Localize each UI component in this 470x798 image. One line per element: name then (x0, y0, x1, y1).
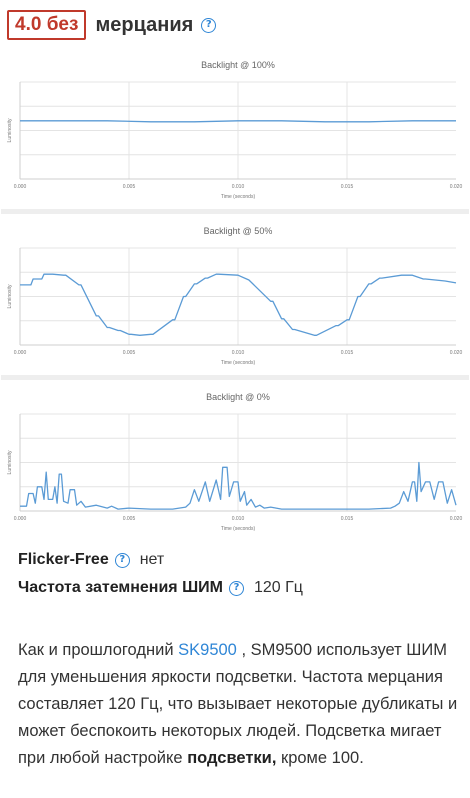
flicker-charts: Backlight @ 100% Luminosity 0.000 0.005 0.01… (1, 48, 469, 541)
x-tick-label: 0.000 (14, 350, 27, 356)
paragraph-text: , SM9500 использует ШИМ для уменьшения я… (18, 640, 458, 767)
chart-title: Backlight @ 0% (206, 392, 270, 402)
x-tick-label: 0.005 (123, 184, 136, 190)
x-tick-label: 0.000 (14, 516, 27, 522)
x-axis-label: Time (seconds) (221, 526, 256, 532)
spec-flicker-free: Flicker-Free ? нет (18, 546, 458, 574)
x-tick-label: 0.000 (14, 184, 27, 190)
series-line (20, 120, 456, 123)
question-circle-icon[interactable]: ? (114, 552, 130, 568)
spec-pwm-frequency: Частота затемнения ШИМ ? 120 Гц (18, 574, 458, 602)
series-line (20, 273, 457, 336)
x-axis-label: Time (seconds) (221, 360, 256, 366)
x-tick-label: 0.010 (232, 184, 245, 190)
chart-backlight-0: Backlight @ 0% Luminosity 0.000 0.005 0.010 0… (7, 392, 463, 532)
header: 4.0 без мерцания ? (7, 9, 217, 41)
y-axis-label: Luminosity (7, 284, 13, 308)
sk9500-link[interactable]: SK9500 (178, 640, 237, 659)
section-title: мерцания (95, 13, 194, 36)
x-tick-label: 0.010 (232, 516, 245, 522)
x-tick-label: 0.015 (341, 184, 354, 190)
paragraph-text: кроме 100. (276, 748, 364, 767)
flicker-specs: Flicker-Free ? нет Частота затемнения ШИ… (18, 546, 458, 602)
x-tick-label: 0.020 (450, 184, 463, 190)
question-circle-icon[interactable]: ? (201, 17, 217, 33)
series-line (20, 461, 457, 510)
x-tick-label: 0.015 (341, 516, 354, 522)
paragraph-text: Как и прошлогодний (18, 640, 179, 659)
spec-label: Flicker-Free (18, 551, 109, 568)
x-tick-label: 0.005 (123, 350, 136, 356)
x-tick-label: 0.005 (123, 516, 136, 522)
x-axis-label: Time (seconds) (221, 194, 256, 200)
y-axis-label: Luminosity (7, 450, 13, 474)
chart-title: Backlight @ 100% (201, 60, 275, 70)
x-tick-label: 0.010 (232, 350, 245, 356)
flicker-score-badge: 4.0 без (7, 10, 87, 40)
chart-panel-50: Backlight @ 50% Luminosity 0.000 0.005 0.010… (1, 214, 469, 375)
description-paragraph: Как и прошлогодний SK9500 , SM9500 испол… (18, 637, 460, 772)
chart-backlight-100: Backlight @ 100% Luminosity 0.000 0.005 0.01… (7, 60, 463, 200)
x-tick-label: 0.020 (450, 516, 463, 522)
spec-value: нет (139, 551, 165, 568)
x-tick-label: 0.015 (341, 350, 354, 356)
question-circle-icon[interactable]: ? (228, 580, 244, 596)
spec-label: Частота затемнения ШИМ (18, 579, 223, 596)
paragraph-bold: подсветки, (187, 748, 277, 767)
chart-backlight-50: Backlight @ 50% Luminosity 0.000 0.005 0.010… (7, 226, 463, 366)
chart-panel-0: Backlight @ 0% Luminosity 0.000 0.005 0.010 0… (1, 380, 469, 541)
chart-title: Backlight @ 50% (204, 226, 273, 236)
y-axis-label: Luminosity (7, 118, 13, 142)
x-tick-label: 0.020 (450, 350, 463, 356)
spec-value: 120 Гц (253, 579, 303, 596)
chart-panel-100: Backlight @ 100% Luminosity 0.000 0.005 0.01… (1, 48, 469, 209)
